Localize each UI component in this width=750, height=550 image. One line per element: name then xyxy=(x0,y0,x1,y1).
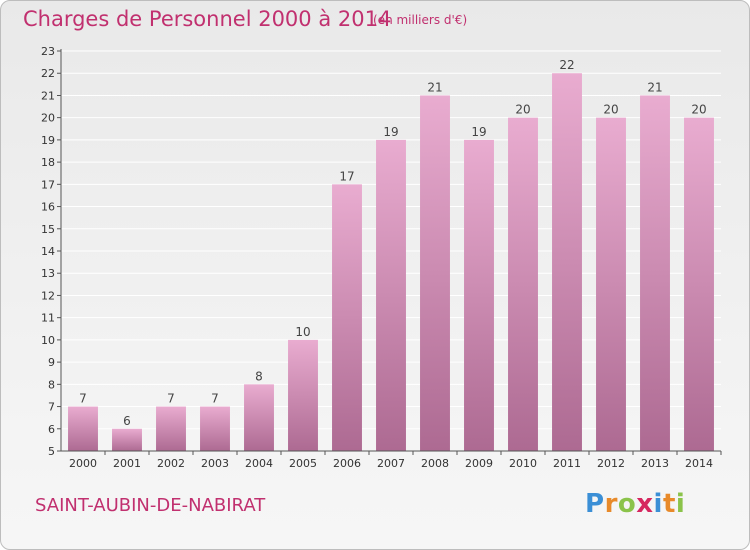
y-tick-label: 7 xyxy=(48,401,55,414)
bar-2009 xyxy=(464,139,494,451)
y-tick-label: 17 xyxy=(41,178,55,191)
y-tick-label: 19 xyxy=(41,134,55,147)
bar-2003 xyxy=(200,406,230,451)
bar-2004 xyxy=(244,384,274,451)
data-label: 19 xyxy=(383,125,398,139)
x-tick-label: 2006 xyxy=(333,457,361,470)
bar-2000 xyxy=(68,406,98,451)
logo-letter: P xyxy=(585,489,605,519)
x-tick-label: 2009 xyxy=(465,457,493,470)
y-tick-label: 11 xyxy=(41,312,55,325)
y-tick-label: 16 xyxy=(41,201,55,214)
y-tick-label: 20 xyxy=(41,112,55,125)
data-label: 7 xyxy=(211,392,219,406)
x-tick-label: 2002 xyxy=(157,457,185,470)
bar-2011 xyxy=(552,73,582,451)
bar-2001 xyxy=(112,428,142,451)
logo-letter: x xyxy=(636,489,654,519)
x-tick-label: 2000 xyxy=(69,457,97,470)
data-label: 20 xyxy=(691,103,706,117)
bar-2007 xyxy=(376,139,406,451)
y-tick-label: 18 xyxy=(41,156,55,169)
bar-2008 xyxy=(420,95,450,451)
logo-letter: i xyxy=(653,489,663,519)
proxiti-logo: Proxiti xyxy=(585,489,685,519)
bar-2013 xyxy=(640,95,670,451)
y-tick-label: 10 xyxy=(41,334,55,347)
data-label: 21 xyxy=(427,80,442,94)
x-tick-label: 2001 xyxy=(113,457,141,470)
x-tick-label: 2012 xyxy=(597,457,625,470)
y-tick-label: 13 xyxy=(41,267,55,280)
y-tick-label: 5 xyxy=(48,445,55,458)
x-tick-label: 2008 xyxy=(421,457,449,470)
data-label: 22 xyxy=(559,58,574,72)
chart-title: Charges de Personnel 2000 à 2014 xyxy=(23,7,392,31)
data-label: 6 xyxy=(123,414,131,428)
x-tick-label: 2007 xyxy=(377,457,405,470)
data-label: 17 xyxy=(339,169,354,183)
x-tick-label: 2004 xyxy=(245,457,273,470)
data-labels: 7 6 7 7 8 10 17 19 21 19 20 22 20 21 20 xyxy=(79,58,706,428)
logo-letter: o xyxy=(617,489,637,519)
y-tick-label: 15 xyxy=(41,223,55,236)
data-label: 7 xyxy=(167,392,175,406)
bar-2006 xyxy=(332,184,362,452)
bar-2012 xyxy=(596,117,626,452)
x-tick-label: 2003 xyxy=(201,457,229,470)
y-tick-label: 22 xyxy=(41,67,55,80)
x-tick-label: 2011 xyxy=(553,457,581,470)
x-tick-label: 2005 xyxy=(289,457,317,470)
bar-2005 xyxy=(288,339,318,451)
logo-letter: i xyxy=(675,489,686,519)
chart-unit: (en milliers d'€) xyxy=(373,13,468,27)
bars xyxy=(68,73,714,452)
data-label: 20 xyxy=(603,103,618,117)
x-tick-label: 2010 xyxy=(509,457,537,470)
y-tick-label: 8 xyxy=(48,378,55,391)
data-label: 19 xyxy=(471,125,486,139)
y-tick-label: 9 xyxy=(48,356,55,369)
bar-2010 xyxy=(508,117,538,452)
logo-letter: t xyxy=(662,489,676,519)
y-tick-label: 14 xyxy=(41,245,55,258)
data-label: 21 xyxy=(647,80,662,94)
data-label: 8 xyxy=(255,369,263,383)
axes xyxy=(57,49,722,455)
logo-letter: r xyxy=(604,489,618,519)
y-tick-label: 21 xyxy=(41,89,55,102)
y-tick-label: 23 xyxy=(41,45,55,58)
x-tick-labels: 2000 2001 2002 2003 2004 2005 2006 2007 2008 2009… xyxy=(69,457,713,470)
y-tick-label: 6 xyxy=(48,423,55,436)
x-tick-label: 2013 xyxy=(641,457,669,470)
bar-2014 xyxy=(684,117,714,452)
bar-2002 xyxy=(156,406,186,451)
place-name: SAINT-AUBIN-DE-NABIRAT xyxy=(35,495,266,516)
data-label: 20 xyxy=(515,103,530,117)
y-tick-label: 12 xyxy=(41,289,55,302)
data-label: 10 xyxy=(295,325,310,339)
data-label: 7 xyxy=(79,392,87,406)
x-tick-label: 2014 xyxy=(685,457,713,470)
y-tick-labels: 5 6 7 8 9 10 11 12 13 14 15 16 17 18 19 20 21 22 23 xyxy=(41,45,55,458)
